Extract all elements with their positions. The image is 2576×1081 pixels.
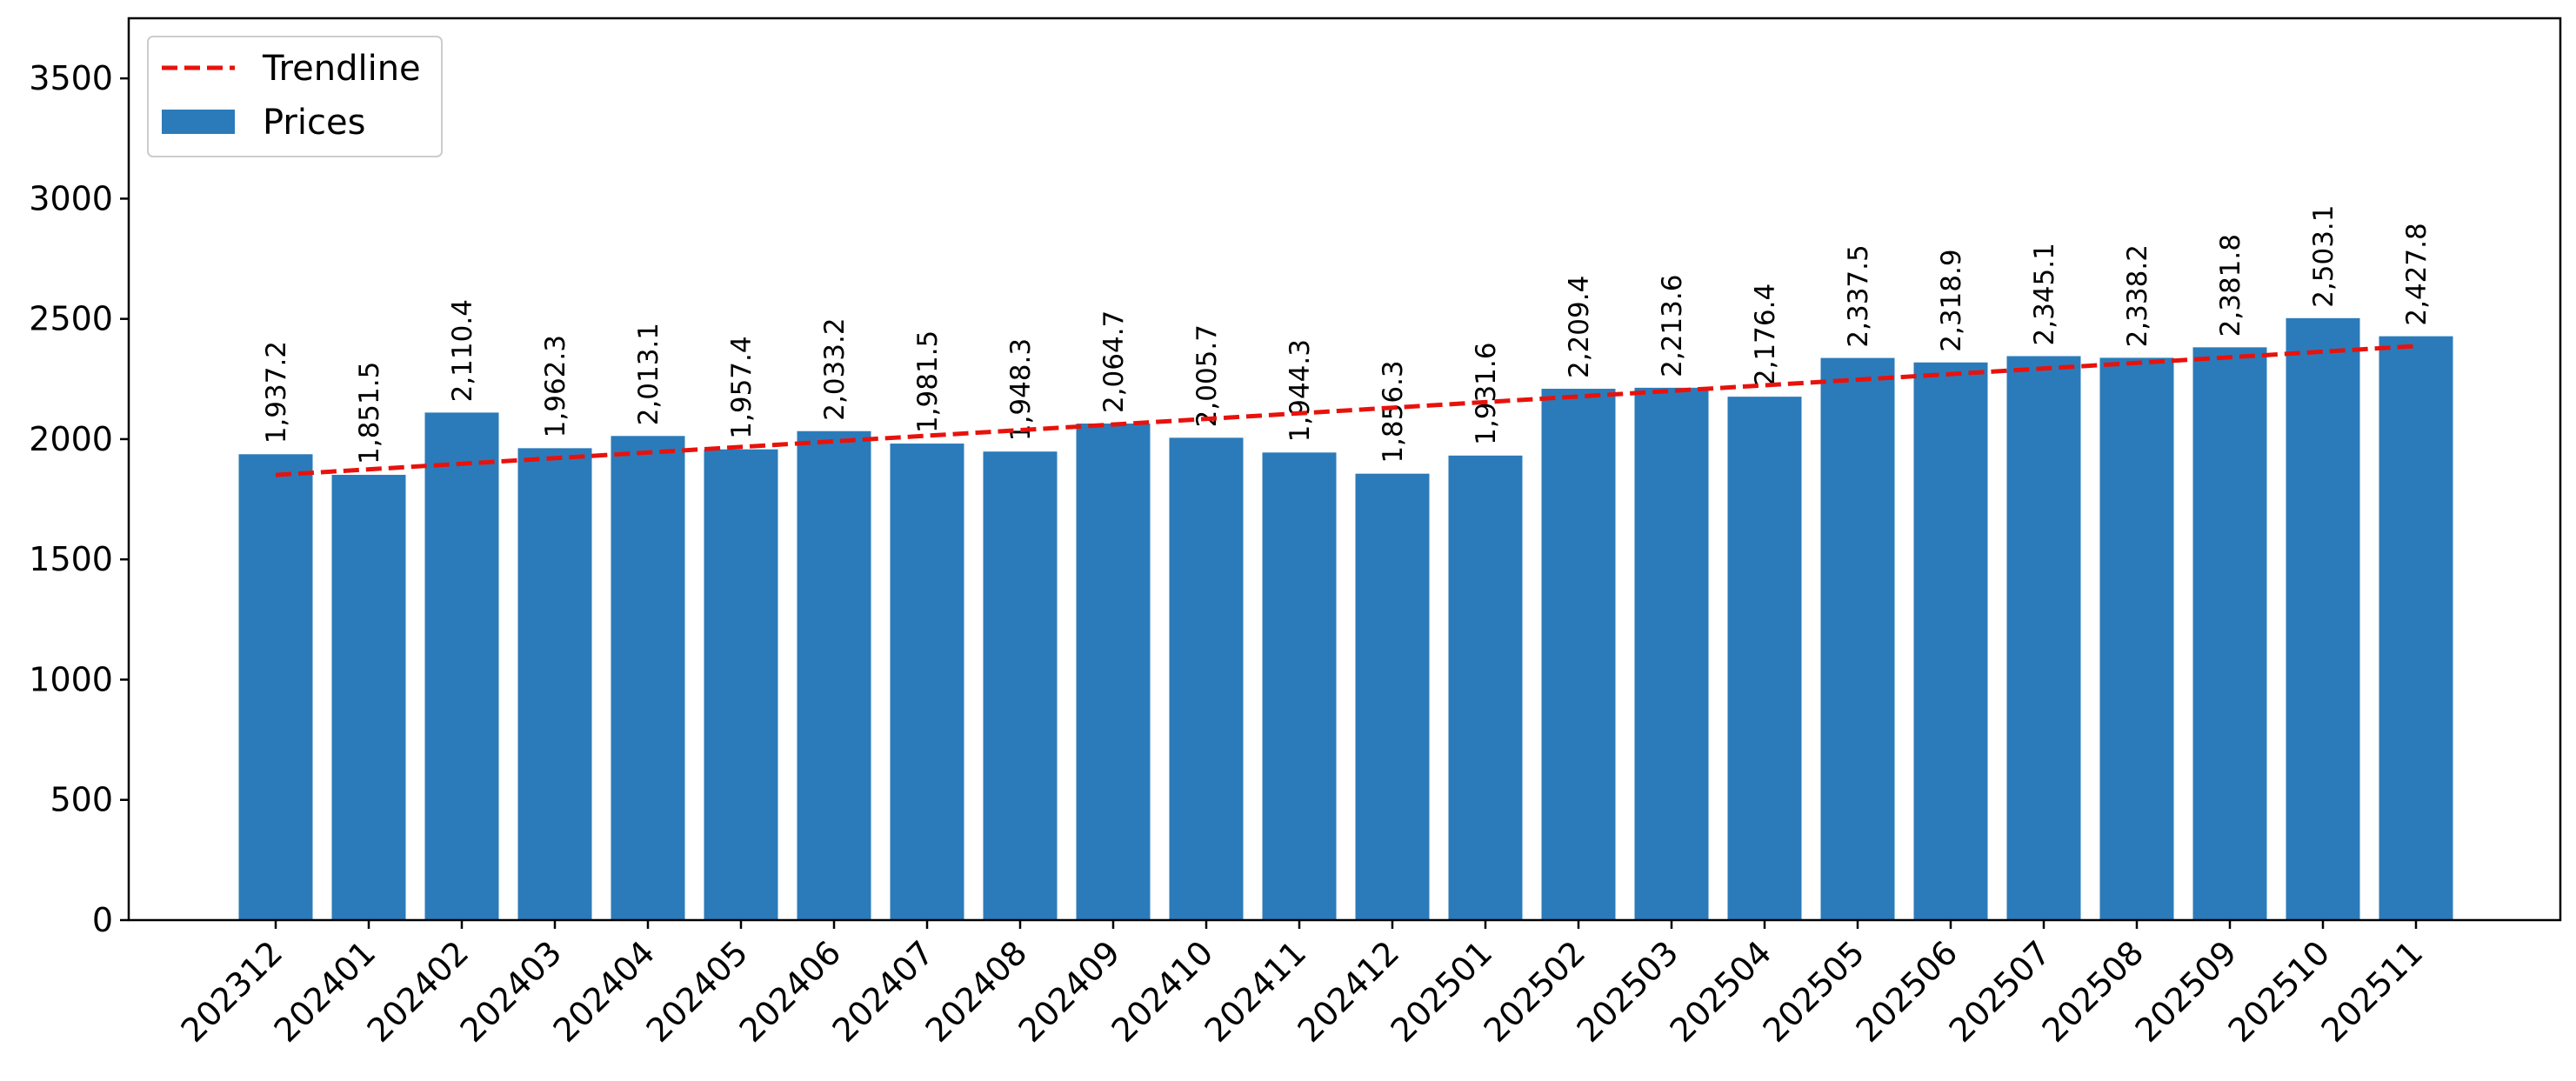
x-tick-label-202407: 202407 xyxy=(825,933,942,1050)
bar-label-202508: 2,338.2 xyxy=(2122,244,2153,347)
bar-202511 xyxy=(2379,336,2453,920)
y-tick-label-3000: 3000 xyxy=(29,179,113,217)
x-tick-label-202409: 202409 xyxy=(1011,933,1128,1050)
legend-trendline-label: Trendline xyxy=(262,49,421,89)
x-tick-label-202411: 202411 xyxy=(1198,933,1314,1050)
legend: Trendline Prices xyxy=(147,36,443,157)
bar-202505 xyxy=(1820,357,1895,920)
bar-202409 xyxy=(1076,424,1151,920)
plot-area-frame xyxy=(127,17,2562,922)
y-tick-label-1000: 1000 xyxy=(29,660,113,698)
bar-202503 xyxy=(1634,387,1709,920)
bar-202410 xyxy=(1169,437,1244,921)
x-tick-label-202510: 202510 xyxy=(2221,933,2338,1050)
x-tick-label-202401: 202401 xyxy=(267,933,384,1050)
x-tick-label-202412: 202412 xyxy=(1291,933,1407,1050)
trendline-group xyxy=(275,344,2417,477)
x-tick-label-202506: 202506 xyxy=(1849,933,1965,1050)
bar-202504 xyxy=(1727,397,1802,921)
bar-label-202507: 2,345.1 xyxy=(2029,243,2060,345)
bar-202506 xyxy=(1913,362,1988,921)
y-tick-label-1500: 1500 xyxy=(29,540,113,578)
bar-label-202407: 1,981.5 xyxy=(912,330,944,433)
bar-202501 xyxy=(1448,455,1523,920)
bar-label-202401: 1,851.5 xyxy=(354,362,385,464)
x-tick-label-202410: 202410 xyxy=(1104,933,1221,1050)
bar-202312 xyxy=(238,454,313,920)
bar-label-202505: 2,337.5 xyxy=(1843,244,1874,347)
y-tick-label-500: 500 xyxy=(50,781,113,819)
bar-202407 xyxy=(890,444,964,920)
x-tick-label-202402: 202402 xyxy=(360,933,477,1050)
x-tick-label-202404: 202404 xyxy=(546,933,663,1050)
x-tick-label-202312: 202312 xyxy=(174,933,290,1050)
x-tick-label-202405: 202405 xyxy=(639,933,756,1050)
trendline xyxy=(275,344,2417,477)
bar-202403 xyxy=(517,448,592,920)
bar-label-202405: 1,957.4 xyxy=(726,336,757,438)
x-tick-label-202511: 202511 xyxy=(2314,933,2431,1050)
y-tick-label-3500: 3500 xyxy=(29,59,113,97)
x-tick-label-202504: 202504 xyxy=(1663,933,1779,1050)
bar-label-202504: 2,176.4 xyxy=(1750,284,1781,386)
bar-202509 xyxy=(2192,347,2267,920)
bar-label-202511: 2,427.8 xyxy=(2401,223,2433,325)
bar-202507 xyxy=(2006,356,2081,920)
y-tick-label-2500: 2500 xyxy=(29,300,113,338)
bar-202412 xyxy=(1355,473,1430,920)
bar-label-202402: 2,110.4 xyxy=(447,299,478,402)
bar-labels-group: 1,937.2 1,851.5 2,110.4 1,962.3 2,013.1 1,957… xyxy=(261,204,2433,464)
bar-label-202501: 1,931.6 xyxy=(1471,343,1502,445)
x-axis: 2023122024012024022024032024042024052024… xyxy=(174,920,2431,1050)
bar-label-202411: 1,944.3 xyxy=(1285,339,1316,442)
x-tick-label-202507: 202507 xyxy=(1942,933,2059,1050)
x-tick-label-202406: 202406 xyxy=(732,933,849,1050)
y-tick-label-2000: 2000 xyxy=(29,420,113,458)
bar-label-202510: 2,503.1 xyxy=(2308,204,2339,307)
legend-prices-swatch xyxy=(162,110,235,134)
bar-label-202409: 2,064.7 xyxy=(1098,310,1130,413)
x-tick-label-202403: 202403 xyxy=(453,933,570,1050)
bar-202502 xyxy=(1541,389,1616,921)
x-tick-label-202508: 202508 xyxy=(2035,933,2152,1050)
bar-202401 xyxy=(331,474,406,920)
bar-202406 xyxy=(797,430,871,920)
bar-label-202502: 2,209.4 xyxy=(1564,276,1595,378)
y-tick-label-0: 0 xyxy=(92,901,113,939)
x-tick-label-202408: 202408 xyxy=(918,933,1035,1050)
bar-label-202404: 2,013.1 xyxy=(633,323,664,425)
y-axis: 0 500 1000 1500 2000 2500 3000 3500 xyxy=(29,59,129,939)
bars-group xyxy=(238,317,2453,921)
bar-label-202412: 1,856.3 xyxy=(1378,360,1409,463)
bar-label-202408: 1,948.3 xyxy=(1005,338,1037,441)
bar-label-202312: 1,937.2 xyxy=(261,341,292,444)
x-tick-label-202509: 202509 xyxy=(2128,933,2245,1050)
bar-202411 xyxy=(1262,452,1337,920)
x-tick-label-202501: 202501 xyxy=(1384,933,1500,1050)
bar-label-202509: 2,381.8 xyxy=(2215,234,2246,337)
x-tick-label-202503: 202503 xyxy=(1570,933,1686,1050)
bar-label-202506: 2,318.9 xyxy=(1936,249,1967,351)
legend-prices-label: Prices xyxy=(263,103,365,143)
bar-label-202410: 2,005.7 xyxy=(1191,324,1223,427)
bar-202408 xyxy=(983,451,1058,920)
bar-202405 xyxy=(704,449,778,920)
bar-202402 xyxy=(424,412,499,920)
bar-202404 xyxy=(611,436,685,920)
bar-202508 xyxy=(2099,357,2174,920)
x-tick-label-202502: 202502 xyxy=(1477,933,1593,1050)
bar-label-202406: 2,033.2 xyxy=(819,317,851,420)
x-tick-label-202505: 202505 xyxy=(1756,933,1872,1050)
bar-202510 xyxy=(2286,317,2360,920)
bar-label-202503: 2,213.6 xyxy=(1657,275,1688,377)
bar-label-202403: 1,962.3 xyxy=(540,335,571,437)
